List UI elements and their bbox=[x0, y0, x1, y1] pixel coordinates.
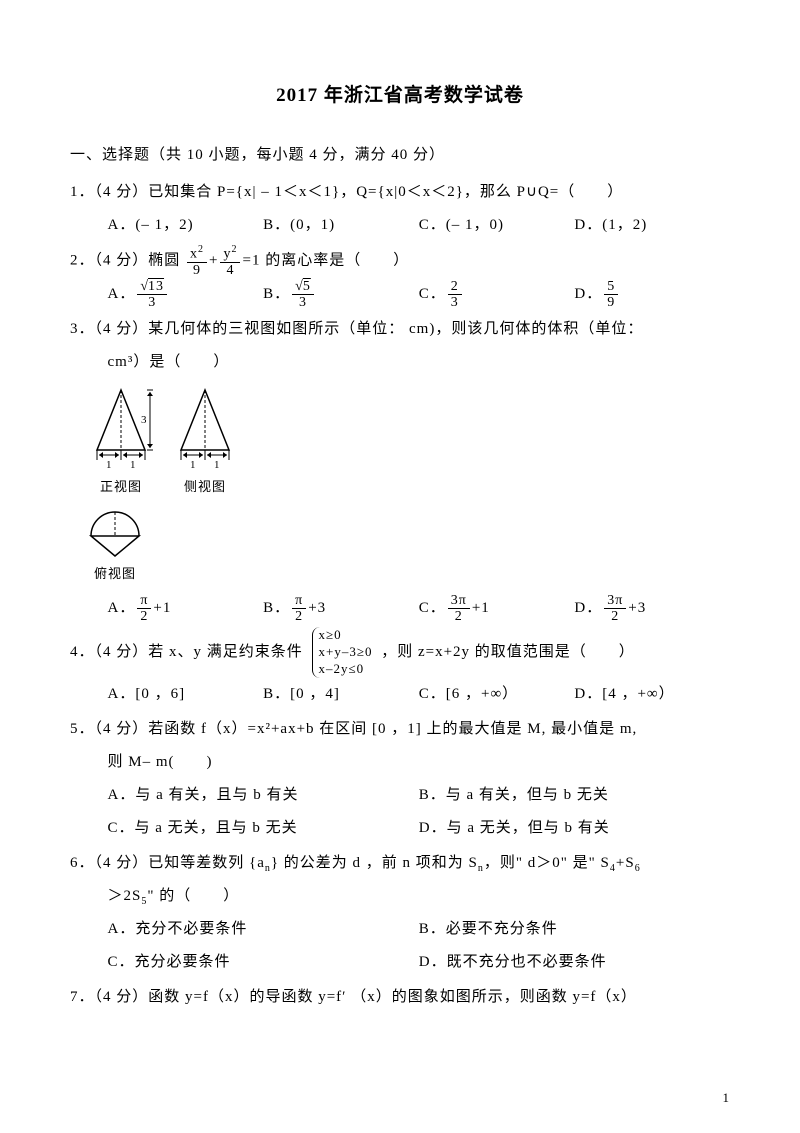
q7-stem: 7．（4 分）函数 y=f（x）的导函数 y=f′ （x）的图象如图所示，则函数… bbox=[70, 981, 730, 1014]
q2-opt-c: C．23 bbox=[419, 278, 575, 311]
q4-opt-b: B．[0 ，4] bbox=[263, 678, 419, 711]
section-heading: 一、选择题（共 10 小题，每小题 4 分，满分 40 分） bbox=[70, 139, 730, 172]
side-label: 侧视图 bbox=[175, 473, 235, 502]
top-view-svg bbox=[85, 508, 145, 560]
q2-stem-a: 2．（4 分）椭圆 bbox=[70, 252, 185, 268]
q3-opt-d: D．3π2+3 bbox=[574, 592, 730, 625]
svg-text:1: 1 bbox=[214, 459, 221, 471]
q5-stem2: 则 M– m( ) bbox=[70, 746, 730, 779]
question-1: 1．（4 分）已知集合 P={x| – 1＜x＜1}，Q={x|0＜x＜2}，那… bbox=[70, 176, 730, 242]
q4-opt-a: A．[0 ，6] bbox=[108, 678, 264, 711]
q5-opt-b: B．与 a 有关，但与 b 无关 bbox=[419, 779, 730, 812]
q6-opt-c: C．充分必要条件 bbox=[108, 946, 419, 979]
q2-stem: 2．（4 分）椭圆 x29+y24=1 的离心率是（ ） bbox=[70, 244, 730, 278]
q1-stem: 1．（4 分）已知集合 P={x| – 1＜x＜1}，Q={x|0＜x＜2}，那… bbox=[70, 176, 730, 209]
q6-opt-d: D．既不充分也不必要条件 bbox=[419, 946, 730, 979]
q2-stem-b: =1 的离心率是（ ） bbox=[242, 252, 409, 268]
dim-1b: 1 bbox=[130, 459, 137, 471]
q4-stem-b: ，则 z=x+2y 的取值范围是（ ） bbox=[381, 644, 635, 660]
q1-opt-c: C．(– 1，0) bbox=[419, 209, 575, 242]
q5-opt-c: C．与 a 无关，且与 b 无关 bbox=[108, 812, 419, 845]
q2-opt-a: A．√133 bbox=[108, 278, 264, 311]
q3-opt-c: C．3π2+1 bbox=[419, 592, 575, 625]
q6-opt-a: A．充分不必要条件 bbox=[108, 913, 419, 946]
dim-1a: 1 bbox=[106, 459, 113, 471]
q3-opt-a: A．π2+1 bbox=[108, 592, 264, 625]
front-label: 正视图 bbox=[85, 473, 157, 502]
question-2: 2．（4 分）椭圆 x29+y24=1 的离心率是（ ） A．√133 B．√5… bbox=[70, 244, 730, 311]
side-view-svg: 11 bbox=[175, 385, 235, 473]
q1-opt-d: D．(1，2) bbox=[574, 209, 730, 242]
q5-opt-d: D．与 a 无关，但与 b 有关 bbox=[419, 812, 730, 845]
cases-icon: x≥0x+y–3≥0x–2y≤0 bbox=[312, 627, 373, 678]
question-6: 6．（4 分）已知等差数列 {an} 的公差为 d ，前 n 项和为 Sn，则"… bbox=[70, 847, 730, 979]
page-number: 1 bbox=[723, 1084, 731, 1113]
front-view-svg: 1 1 3 bbox=[85, 385, 157, 473]
svg-text:1: 1 bbox=[190, 459, 197, 471]
question-4: 4．（4 分）若 x、y 满足约束条件 x≥0x+y–3≥0x–2y≤0 ，则 … bbox=[70, 627, 730, 711]
q1-opt-b: B．(0，1) bbox=[263, 209, 419, 242]
question-7: 7．（4 分）函数 y=f（x）的导函数 y=f′ （x）的图象如图所示，则函数… bbox=[70, 981, 730, 1014]
dim-3: 3 bbox=[141, 414, 148, 426]
q2-opt-d: D．59 bbox=[574, 278, 730, 311]
side-view: 11 侧视图 bbox=[175, 385, 235, 502]
q4-opt-d: D．[4 ，+∞） bbox=[574, 678, 730, 711]
q5-stem: 5．（4 分）若函数 f（x）=x²+ax+b 在区间 [0 ，1] 上的最大值… bbox=[70, 713, 730, 746]
q6-stem2: ＞2S5" 的（ ） bbox=[70, 880, 730, 913]
front-view: 1 1 3 正视图 bbox=[85, 385, 157, 502]
q4-opt-c: C．[6 ，+∞） bbox=[419, 678, 575, 711]
frac-y2-4: y24 bbox=[220, 244, 240, 278]
question-3: 3．（4 分）某几何体的三视图如图所示（单位： cm)，则该几何体的体积（单位：… bbox=[70, 313, 730, 625]
q3-stem: 3．（4 分）某几何体的三视图如图所示（单位： cm)，则该几何体的体积（单位： bbox=[70, 313, 730, 346]
q3-opt-b: B．π2+3 bbox=[263, 592, 419, 625]
q6-stem: 6．（4 分）已知等差数列 {an} 的公差为 d ，前 n 项和为 Sn，则"… bbox=[70, 847, 730, 880]
top-view: 俯视图 bbox=[70, 508, 730, 589]
q6-opt-b: B．必要不充分条件 bbox=[419, 913, 730, 946]
top-label: 俯视图 bbox=[85, 560, 145, 589]
q5-opt-a: A．与 a 有关，且与 b 有关 bbox=[108, 779, 419, 812]
page-title: 2017 年浙江省高考数学试卷 bbox=[70, 75, 730, 117]
three-view-figures: 1 1 3 正视图 11 侧视图 bbox=[70, 385, 730, 502]
q4-stem: 4．（4 分）若 x、y 满足约束条件 x≥0x+y–3≥0x–2y≤0 ，则 … bbox=[70, 627, 730, 678]
q2-opt-b: B．√53 bbox=[263, 278, 419, 311]
frac-x2-9: x29 bbox=[187, 244, 207, 278]
q4-stem-a: 4．（4 分）若 x、y 满足约束条件 bbox=[70, 644, 308, 660]
q3-stem2: cm³）是（ ） bbox=[70, 346, 730, 379]
question-5: 5．（4 分）若函数 f（x）=x²+ax+b 在区间 [0 ，1] 上的最大值… bbox=[70, 713, 730, 845]
q1-opt-a: A．(– 1，2) bbox=[108, 209, 264, 242]
